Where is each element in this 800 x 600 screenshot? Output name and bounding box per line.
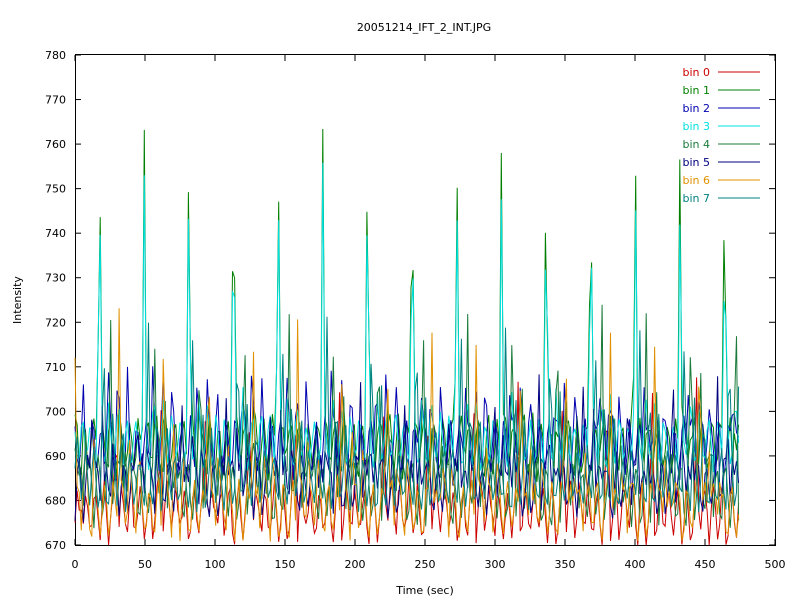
legend-label: bin 6: [682, 174, 710, 187]
legend: bin 0 bin 1 bin 2 bin 3 bin 4 bin 5 bin 6 bin 7: [682, 66, 760, 205]
x-tick-label: 450: [695, 558, 716, 571]
x-tick-label: 250: [415, 558, 436, 571]
x-tick-label: 500: [765, 558, 786, 571]
y-tick-label: 700: [45, 405, 66, 418]
y-tick-label: 730: [45, 272, 66, 285]
x-tick-label: 150: [275, 558, 296, 571]
y-tick-label: 750: [45, 183, 66, 196]
y-tick-label: 770: [45, 94, 66, 107]
x-tick-label: 300: [485, 558, 506, 571]
y-tick-label: 670: [45, 539, 66, 552]
legend-label: bin 7: [682, 192, 710, 205]
legend-label: bin 4: [682, 138, 710, 151]
y-tick-label: 710: [45, 361, 66, 374]
x-tick-label: 200: [345, 558, 366, 571]
y-tick-label: 720: [45, 316, 66, 329]
legend-label: bin 1: [682, 84, 710, 97]
legend-label: bin 5: [682, 156, 710, 169]
y-tick-label: 680: [45, 494, 66, 507]
plot-frame: [75, 54, 776, 546]
y-tick-label: 690: [45, 450, 66, 463]
x-tick-label: 350: [555, 558, 576, 571]
series-lines: [74, 128, 740, 546]
legend-label: bin 3: [682, 120, 710, 133]
y-tick-label: 780: [45, 49, 66, 62]
chart-title: 20051214_IFT_2_INT.JPG: [357, 21, 491, 34]
x-tick-label: 0: [72, 558, 79, 571]
series-line-bin-7: [74, 316, 740, 513]
x-axis-label: Time (sec): [395, 584, 454, 597]
x-tick-label: 50: [138, 558, 152, 571]
legend-label: bin 0: [682, 66, 710, 79]
y-tick-label: 760: [45, 138, 66, 151]
series-line-bin-4: [74, 304, 740, 529]
x-tick-label: 400: [625, 558, 646, 571]
y-axis-label: Intensity: [11, 276, 24, 324]
y-tick-label: 740: [45, 227, 66, 240]
series-line-bin-3: [74, 162, 740, 473]
legend-label: bin 2: [682, 102, 710, 115]
x-tick-label: 100: [205, 558, 226, 571]
axes: 0 50 100 150 200 250 300 350 400 450 500 670 680 690 7…: [45, 49, 786, 571]
